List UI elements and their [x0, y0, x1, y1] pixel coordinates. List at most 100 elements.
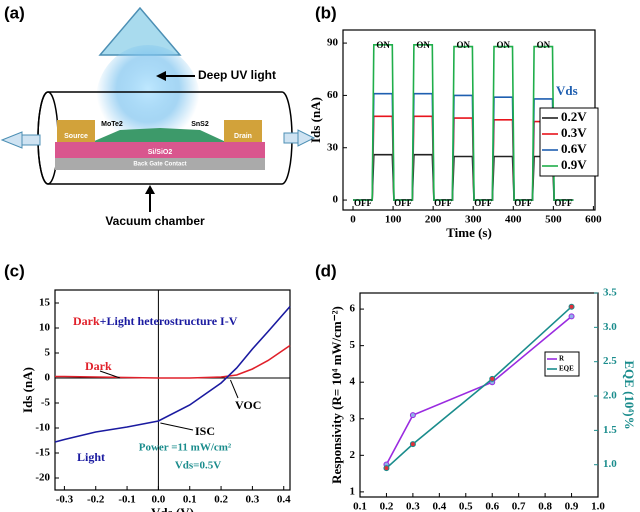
- drain-label: Drain: [234, 133, 252, 140]
- y-tick-label: 2: [350, 449, 356, 461]
- drain-pad: [224, 120, 262, 142]
- x-tick-label: 0.4: [277, 494, 291, 506]
- arrow-head: [145, 185, 155, 194]
- y2-tick-label: 3.5: [603, 287, 617, 299]
- x-tick-label: 0.1: [353, 501, 367, 512]
- data-point: [383, 465, 390, 472]
- on-label: ON: [416, 40, 430, 50]
- y-axis-label: Ids (nA): [308, 97, 323, 143]
- series-line: [385, 306, 573, 469]
- uv-glow: [96, 45, 200, 155]
- off-label: OFF: [434, 198, 452, 208]
- x-tick-label: 0.7: [512, 501, 526, 512]
- source-pad: [57, 120, 95, 142]
- series-line: [54, 305, 291, 443]
- chart-title: Dark+Light heterostructure I-V: [73, 314, 238, 328]
- y-axis-label: Responsivity (R= 10⁴ mW/cm⁻²): [329, 306, 344, 484]
- x-tick-label: 0.2: [214, 494, 228, 506]
- legend-label: R: [559, 355, 565, 363]
- x-tick-label: 500: [545, 214, 562, 226]
- x-tick-label: -0.1: [118, 494, 135, 506]
- on-label: ON: [456, 40, 470, 50]
- y-tick-label: 15: [39, 297, 51, 309]
- chamber-end: [37, 91, 59, 185]
- y-tick-label: -5: [41, 397, 51, 409]
- chamber-label: Vacuum chamber: [105, 214, 205, 228]
- port-right: [283, 132, 299, 144]
- port-left: [0, 131, 23, 149]
- y-tick-label: 0: [333, 194, 339, 206]
- x-tick-label: -0.2: [87, 494, 105, 506]
- legend-label: 0.6V: [561, 141, 587, 156]
- panel-label: (b): [315, 3, 337, 22]
- source-label: Source: [64, 133, 88, 140]
- y-axis-label: Ids (nA): [20, 367, 35, 413]
- pointer: [99, 370, 121, 379]
- legend-label: 0.3V: [561, 125, 587, 140]
- x-axis-label: Time (s): [446, 225, 492, 240]
- x-tick-label: 200: [425, 214, 442, 226]
- legend-label: 0.2V: [561, 109, 587, 124]
- series-line: [353, 44, 574, 201]
- y-tick-label: 10: [39, 322, 51, 334]
- on-label: ON: [537, 40, 551, 50]
- y2-tick-label: 3.0: [603, 321, 617, 333]
- legend-box: [544, 351, 580, 377]
- y2-tick-label: 1.5: [603, 424, 617, 436]
- x-tick-label: 600: [585, 214, 602, 226]
- y-tick-label: 90: [327, 37, 339, 49]
- title-part: Dark: [73, 314, 100, 328]
- on-label: ON: [376, 40, 390, 50]
- panel-label: (d): [315, 261, 337, 280]
- plot-frame: [359, 292, 599, 498]
- y2-tick-label: 2.0: [603, 390, 617, 402]
- y-tick-label: -20: [35, 472, 50, 484]
- plot-frame: [54, 289, 291, 491]
- data-point: [409, 441, 416, 448]
- y2-tick-label: 2.5: [603, 355, 617, 367]
- y-tick-label: 5: [45, 347, 51, 359]
- pointer: [230, 379, 239, 399]
- x-tick-label: 0.3: [406, 501, 420, 512]
- x-tick-label: 0.9: [565, 501, 579, 512]
- series-line: [385, 315, 573, 465]
- x-tick-label: 0.8: [538, 501, 552, 512]
- legend-title: Vds: [556, 83, 578, 98]
- x-tick-label: 0: [350, 214, 356, 226]
- x-tick-label: 0.2: [380, 501, 394, 512]
- arrow-head: [156, 71, 166, 81]
- flakes: [92, 128, 226, 142]
- data-point: [489, 375, 496, 382]
- pointer: [160, 422, 194, 431]
- y-tick-label: 60: [327, 89, 339, 101]
- off-label: OFF: [394, 198, 412, 208]
- x-tick-label: 0.4: [432, 501, 446, 512]
- port-left: [21, 134, 41, 146]
- y-tick-label: 5: [350, 339, 356, 351]
- annotation: Dark: [85, 359, 112, 373]
- annotation: ISC: [195, 424, 215, 438]
- y-tick-label: 4: [350, 376, 356, 388]
- y-tick-label: 3: [350, 412, 356, 424]
- gate-layer: [55, 158, 265, 170]
- off-label: OFF: [474, 198, 492, 208]
- light-label: Deep UV light: [198, 68, 276, 82]
- panel-label: (c): [4, 261, 25, 280]
- y-tick-label: -15: [35, 447, 50, 459]
- off-label: OFF: [514, 198, 532, 208]
- y-tick-label: 30: [327, 141, 339, 153]
- off-label: OFF: [354, 198, 372, 208]
- legend-label: 0.9V: [561, 157, 587, 172]
- series-line: [55, 344, 291, 379]
- x-tick-label: 100: [385, 214, 402, 226]
- x-tick-label: 0.3: [246, 494, 260, 506]
- data-point: [409, 412, 416, 419]
- x-tick-label: 0.1: [183, 494, 197, 506]
- annotation: Power =11 mW/cm²: [139, 442, 232, 454]
- y2-tick-label: 1.0: [603, 458, 617, 470]
- x-tick-label: 0.5: [459, 501, 473, 512]
- y-tick-label: 6: [350, 303, 356, 315]
- x-tick-label: -0.3: [56, 494, 74, 506]
- y2-axis-label: EQE (10⁴)%: [622, 360, 637, 429]
